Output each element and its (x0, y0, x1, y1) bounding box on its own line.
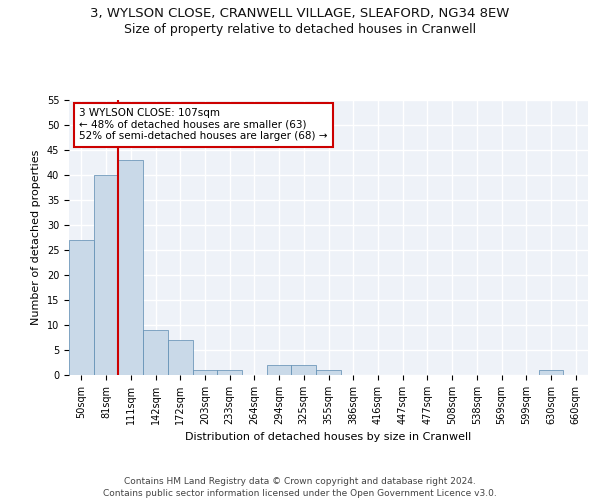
Text: 3, WYLSON CLOSE, CRANWELL VILLAGE, SLEAFORD, NG34 8EW: 3, WYLSON CLOSE, CRANWELL VILLAGE, SLEAF… (91, 8, 509, 20)
Bar (539, 370, 563, 375)
Bar (292, 365, 316, 375)
Bar (267, 365, 292, 375)
Text: Contains HM Land Registry data © Crown copyright and database right 2024.
Contai: Contains HM Land Registry data © Crown c… (103, 476, 497, 498)
Bar (217, 370, 242, 375)
Bar (69, 240, 94, 375)
Bar (118, 160, 143, 375)
Bar (316, 370, 341, 375)
Text: Size of property relative to detached houses in Cranwell: Size of property relative to detached ho… (124, 22, 476, 36)
Bar (94, 175, 118, 375)
Bar (193, 370, 217, 375)
Bar (143, 330, 168, 375)
Text: 3 WYLSON CLOSE: 107sqm
← 48% of detached houses are smaller (63)
52% of semi-det: 3 WYLSON CLOSE: 107sqm ← 48% of detached… (79, 108, 328, 142)
X-axis label: Distribution of detached houses by size in Cranwell: Distribution of detached houses by size … (185, 432, 472, 442)
Bar (168, 340, 193, 375)
Y-axis label: Number of detached properties: Number of detached properties (31, 150, 41, 325)
